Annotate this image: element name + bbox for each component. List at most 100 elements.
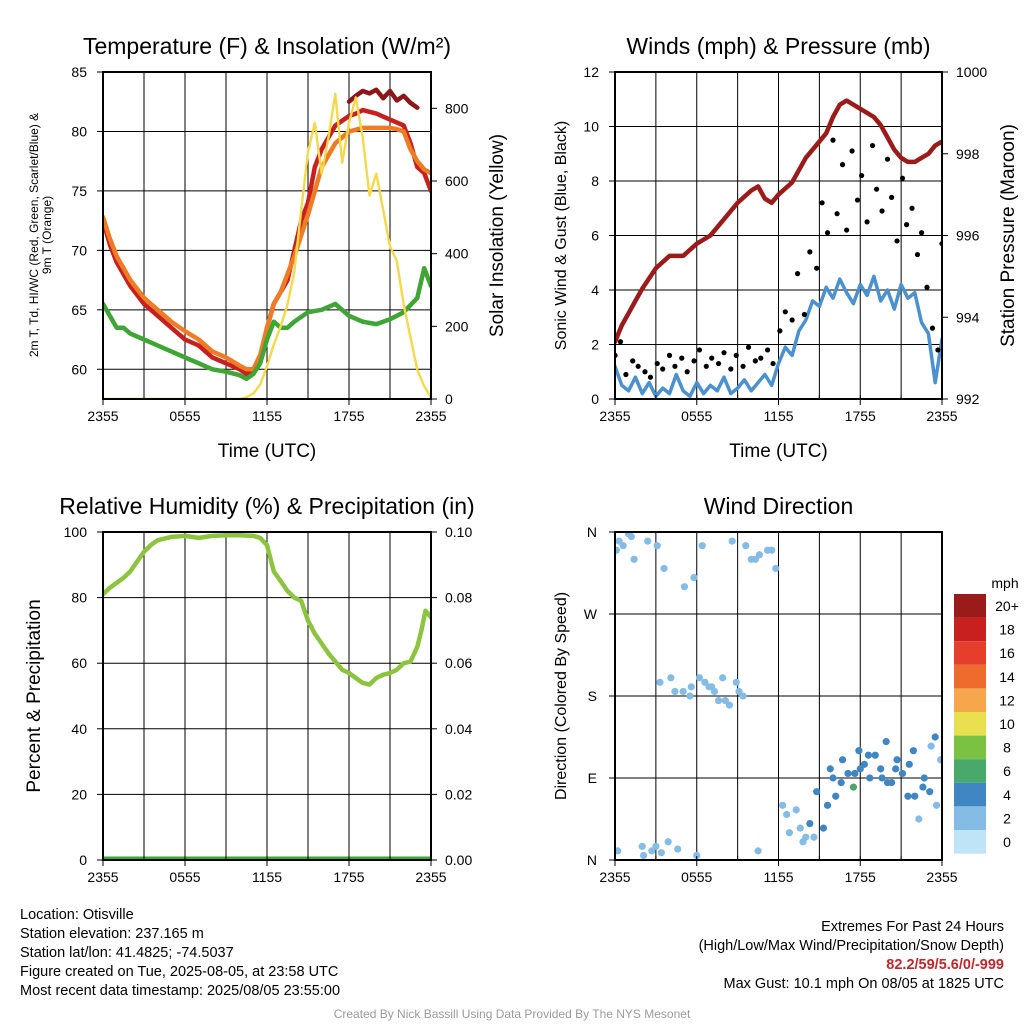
gust-point <box>830 137 836 143</box>
legend-swatch <box>954 617 986 642</box>
gust-point <box>874 186 880 192</box>
gust-point <box>765 347 771 353</box>
y2-tick-label: 994 <box>956 309 980 325</box>
direction-point <box>664 838 672 846</box>
direction-point <box>920 774 928 782</box>
direction-point <box>783 810 791 819</box>
direction-point <box>927 742 935 750</box>
x-tick-label: 2355 <box>599 869 630 885</box>
direction-point <box>667 674 675 682</box>
gust-point <box>807 249 813 255</box>
y2-axis-label: Station Pressure (Maroon) <box>998 124 1019 347</box>
direction-point <box>882 737 890 746</box>
gust-point <box>733 352 739 358</box>
direction-point <box>714 696 723 705</box>
direction-point <box>806 819 814 828</box>
direction-point <box>796 824 804 832</box>
gust-point <box>924 284 930 290</box>
gust-point <box>703 363 709 369</box>
direction-point <box>813 788 821 796</box>
credit-line: Created By Nick Bassill Using Data Provi… <box>333 1007 691 1021</box>
y-tick-label: N <box>587 852 597 868</box>
direction-point <box>687 683 695 691</box>
humidity-precipitation-chart: 2355 0555 1155 1755 23550204060801000.000.02… <box>24 493 475 885</box>
legend-label: 6 <box>1003 763 1011 779</box>
y2-tick-label: 600 <box>445 173 469 189</box>
direction-point <box>810 833 818 841</box>
legend-swatch <box>954 641 986 665</box>
gust-point <box>654 360 660 367</box>
legend-label: 10 <box>999 716 1015 732</box>
y-tick-label: 12 <box>583 64 599 80</box>
direction-point <box>837 778 845 787</box>
station-location: Location: Otisville <box>20 907 134 923</box>
y-tick-label: 4 <box>591 282 599 298</box>
y-tick-label: 20 <box>71 786 87 802</box>
direction-point <box>898 769 907 778</box>
legend-swatch <box>954 830 986 854</box>
gust-point <box>696 347 703 353</box>
direction-point <box>855 747 863 755</box>
direction-point <box>698 542 706 550</box>
y-axis-label: Percent & Precipitation <box>24 599 45 792</box>
gust-point <box>918 230 925 236</box>
legend-swatch <box>954 664 986 689</box>
legend-label: 0 <box>1003 834 1011 850</box>
x-tick-label: 2355 <box>87 869 118 885</box>
gust-point <box>617 339 624 345</box>
gust-point <box>824 230 831 236</box>
x-tick-label: 0555 <box>681 408 712 424</box>
gust-point <box>869 142 876 149</box>
direction-point <box>732 678 740 686</box>
y2-tick-label: 0 <box>445 391 453 407</box>
direction-point <box>864 751 873 759</box>
direction-point <box>693 851 701 860</box>
direction-point <box>802 833 810 841</box>
x-tick-label: 2355 <box>87 408 118 424</box>
direction-point <box>627 532 635 541</box>
legend-swatch <box>954 594 986 618</box>
y2-tick-label: 400 <box>445 246 469 262</box>
x-axis-label: Time (UTC) <box>729 441 828 462</box>
y-axis-label-line2: 9m T (Orange) <box>40 196 54 274</box>
extremes-info: Extremes For Past 24 Hours (High/Low/Max… <box>699 918 1004 994</box>
direction-point <box>679 687 687 696</box>
plot-area <box>615 98 942 399</box>
direction-point <box>656 678 664 686</box>
direction-point <box>690 573 698 582</box>
y2-tick-label: 200 <box>445 318 469 334</box>
gust-point <box>884 156 891 162</box>
gust-point <box>854 197 861 203</box>
station-pressure-line <box>615 98 942 345</box>
y-tick-label: 85 <box>71 64 87 80</box>
gust-point <box>844 227 850 233</box>
legend-label: 18 <box>999 622 1015 638</box>
y2-tick-label: 0.00 <box>445 852 472 868</box>
gust-point <box>672 363 678 369</box>
x-tick-label: 0555 <box>169 408 200 424</box>
direction-point <box>856 765 864 773</box>
direction-point <box>751 555 759 563</box>
x-tick-label: 2355 <box>415 408 446 424</box>
gust-point <box>859 172 865 179</box>
gust-point <box>777 328 783 334</box>
x-tick-label: 0555 <box>681 869 712 885</box>
direction-point <box>754 847 762 855</box>
recent-data-timestamp: Most recent data timestamp: 2025/08/05 2… <box>20 983 341 999</box>
temperature-insolation-chart: 2355 0555 1155 1755 2355 60 65 70 75 80 85 0 200 400 6… <box>27 33 508 462</box>
direction-point <box>919 783 927 791</box>
direction-point <box>640 851 648 860</box>
x-tick-label: 1155 <box>763 869 793 885</box>
direction-point <box>892 765 900 773</box>
y2-tick-label: 0.02 <box>445 786 472 802</box>
y-tick-label: E <box>588 770 597 786</box>
gust-point <box>752 358 758 364</box>
direction-point <box>838 756 847 764</box>
station-info: Location: Otisville Station elevation: 2… <box>20 906 340 1001</box>
direction-point <box>911 792 919 800</box>
gust-point <box>849 148 855 154</box>
direction-point <box>768 546 776 554</box>
sonic-wind-line <box>615 274 942 399</box>
y-tick-label: N <box>587 524 597 540</box>
legend-swatch <box>954 806 986 830</box>
